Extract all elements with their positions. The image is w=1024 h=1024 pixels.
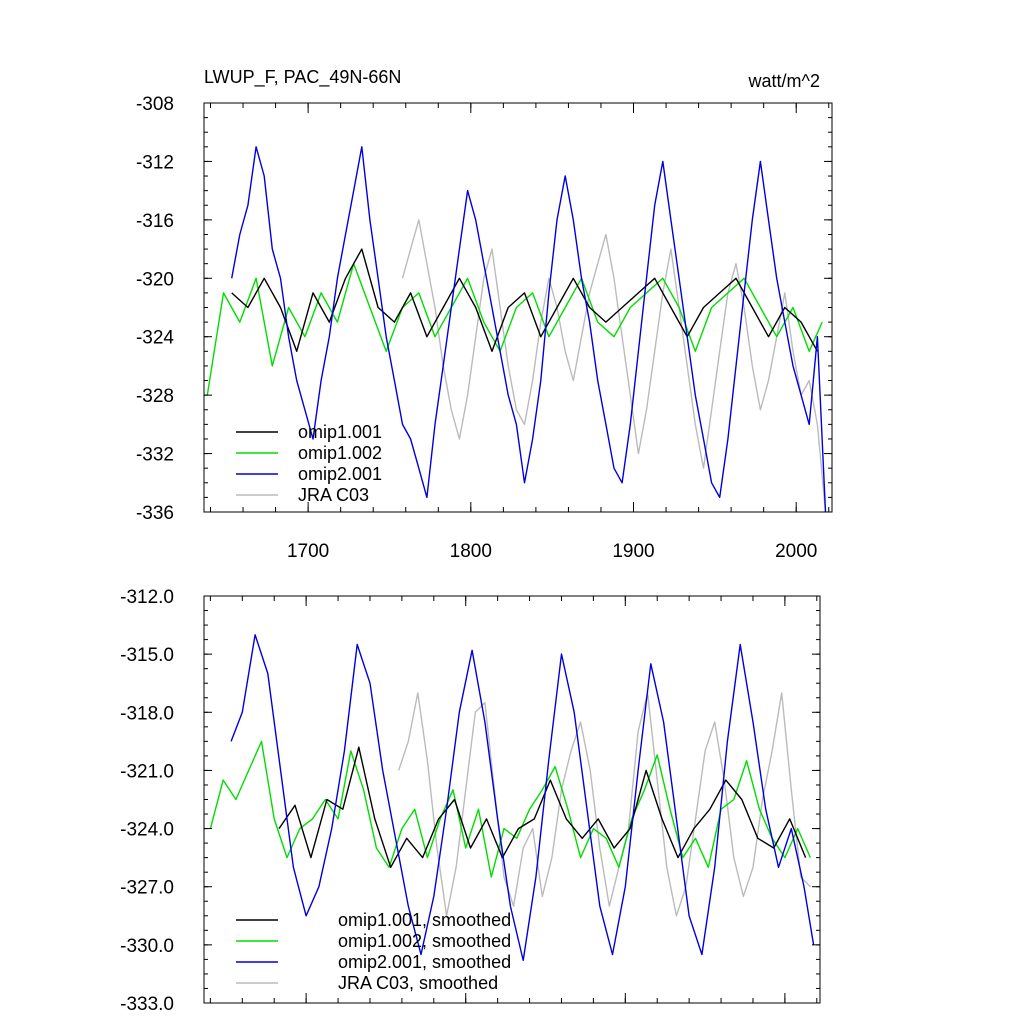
y-tick-label: -324 <box>136 328 174 349</box>
y-tick-label: -336 <box>136 503 174 524</box>
y-tick-label: -312.0 <box>120 587 174 608</box>
legend-label: omip1.002, smoothed <box>338 931 511 951</box>
series-line-omip2-001 <box>231 146 827 513</box>
bottom-plot-frame <box>203 595 821 1004</box>
y-tick-label: -324.0 <box>120 820 174 841</box>
y-tick-label: -308 <box>136 94 174 115</box>
x-tick-label: 1800 <box>450 541 492 562</box>
x-tick-label: 2000 <box>775 541 817 562</box>
chart-title: LWUP_F, PAC_49N-66N <box>204 67 401 88</box>
series-line-omip1-002-smoothed <box>209 740 812 878</box>
y-tick-label: -328 <box>136 386 174 407</box>
legend-label: omip2.001 <box>298 464 382 484</box>
y-tick-label: -312 <box>136 152 174 173</box>
y-tick-label: -318.0 <box>120 703 174 724</box>
legend-label: omip2.001, smoothed <box>338 952 511 972</box>
top-axis-ticks: -308 -312 -316 -320 -324 -328 -332 -336 1700 1800… <box>136 94 832 562</box>
legend-label: omip1.001 <box>298 422 382 442</box>
x-tick-label: 1700 <box>287 541 329 562</box>
legend-label: omip1.001, smoothed <box>338 910 511 930</box>
y-tick-label: -316 <box>136 211 174 232</box>
top-plot-panel: LWUP_F, PAC_49N-66N watt/m^2 -308 -312 -31… <box>136 67 833 562</box>
y-tick-label: -332 <box>136 445 174 466</box>
legend-label: JRA C03 <box>298 485 369 505</box>
x-tick-label: 1900 <box>612 541 654 562</box>
y-tick-label: -333.0 <box>120 994 174 1015</box>
series-line-jra-c03 <box>401 219 827 513</box>
y-tick-label: -330.0 <box>120 936 174 957</box>
bottom-series-lines <box>209 634 815 962</box>
y-tick-label: -320 <box>136 269 174 290</box>
legend-label: JRA C03, smoothed <box>338 973 498 993</box>
series-line-omip2-001-smoothed <box>230 634 815 962</box>
series-line-jra-c03-smoothed <box>398 692 811 917</box>
bottom-axis-ticks: -312.0 -315.0 -318.0 -321.0 -324.0 -327.0 -330… <box>120 587 820 1015</box>
units-label: watt/m^2 <box>748 71 820 91</box>
top-series-lines <box>206 146 827 513</box>
y-tick-label: -327.0 <box>120 878 174 899</box>
series-line-omip1-001 <box>231 248 819 352</box>
y-tick-label: -315.0 <box>120 645 174 666</box>
series-line-omip1-001-smoothed <box>278 746 807 868</box>
y-tick-label: -321.0 <box>120 761 174 782</box>
bottom-plot-panel: -312.0 -315.0 -318.0 -321.0 -324.0 -327.0 -330… <box>120 587 821 1015</box>
legend-label: omip1.002 <box>298 443 382 463</box>
series-line-omip1-002 <box>206 263 823 396</box>
